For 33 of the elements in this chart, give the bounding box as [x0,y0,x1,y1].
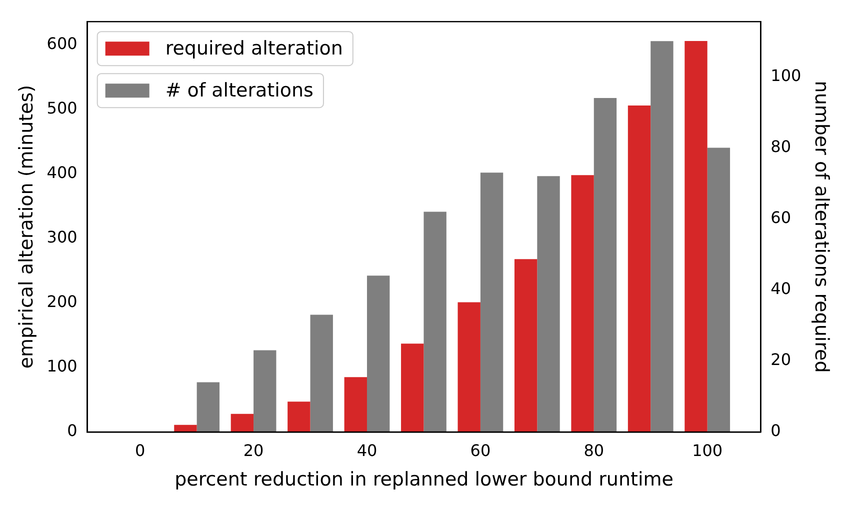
y2-tick-label: 20 [770,350,792,370]
x-tick-label: 100 [692,440,723,460]
y2-tick-label: 40 [770,279,792,298]
legend-label: required alteration [165,38,343,60]
y2-tick-label: 0 [770,421,781,440]
x-tick-label: 0 [135,440,146,460]
y-axis-title: empirical alteration (minutes) [15,84,38,369]
y2-tick-label: 60 [770,208,792,227]
y2-axis-title: number of alterations required [810,80,833,373]
x-tick-label: 80 [584,440,604,460]
y-tick-label: 400 [46,163,78,182]
x-tick-label: 60 [470,440,491,460]
x-axis-title: percent reduction in replanned lower bound runtime [174,468,674,491]
bar [196,382,220,432]
y2-tick-label: 80 [770,136,792,156]
bar [254,350,276,432]
bar [310,314,333,432]
bar [174,424,197,432]
y-tick-label: 0 [67,421,78,440]
legend-label: # of alterations [165,80,314,102]
y2-tick-label: 100 [770,66,802,85]
y-tick-label: 300 [46,228,78,247]
bar [424,212,446,432]
y-tick-label: 200 [46,292,78,312]
bar [366,276,390,432]
bar [288,402,310,432]
y-tick-label: 500 [46,98,78,118]
bar [230,414,254,432]
bar [480,172,504,432]
y-tick-label: 600 [46,34,78,53]
x-tick-label: 20 [243,440,264,460]
x-tick-label: 40 [356,440,378,460]
y-tick-label: 100 [46,356,78,376]
